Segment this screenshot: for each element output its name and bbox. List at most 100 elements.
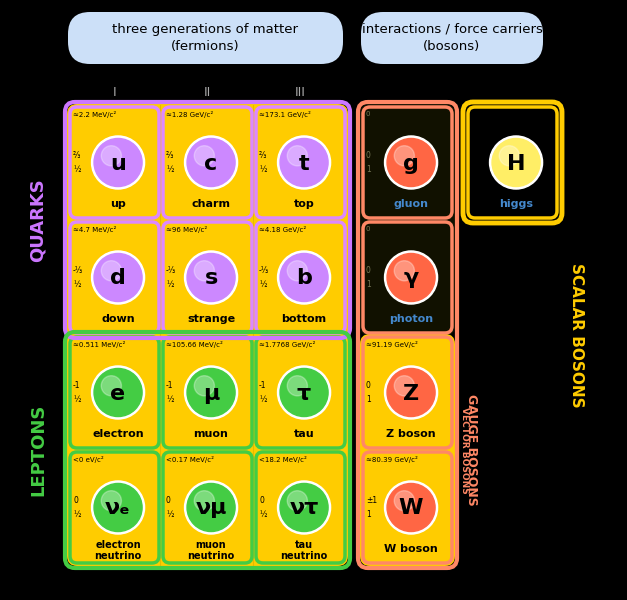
- Circle shape: [187, 368, 235, 416]
- FancyBboxPatch shape: [363, 337, 452, 448]
- Text: higgs: higgs: [499, 199, 533, 209]
- Circle shape: [387, 139, 435, 187]
- Text: ≈105.66 MeV/c²: ≈105.66 MeV/c²: [166, 341, 223, 348]
- Circle shape: [394, 376, 414, 396]
- Text: ≈91.19 GeV/c²: ≈91.19 GeV/c²: [366, 341, 418, 348]
- Text: ½: ½: [73, 280, 80, 289]
- Text: τ: τ: [297, 383, 311, 403]
- FancyBboxPatch shape: [68, 12, 343, 64]
- Text: -1: -1: [166, 382, 174, 391]
- FancyBboxPatch shape: [256, 107, 345, 218]
- FancyBboxPatch shape: [363, 222, 452, 333]
- Circle shape: [280, 484, 328, 532]
- Text: ½: ½: [166, 395, 174, 404]
- Circle shape: [194, 376, 214, 396]
- Text: e: e: [110, 383, 125, 403]
- Circle shape: [387, 368, 435, 416]
- Text: 0: 0: [73, 496, 78, 505]
- FancyBboxPatch shape: [67, 104, 348, 566]
- FancyBboxPatch shape: [70, 107, 159, 218]
- Text: 0: 0: [471, 151, 476, 160]
- Text: muon: muon: [194, 428, 228, 439]
- Text: d: d: [110, 269, 126, 289]
- Text: neutrino: neutrino: [187, 551, 234, 562]
- FancyBboxPatch shape: [163, 337, 252, 448]
- Text: strange: strange: [187, 314, 235, 323]
- FancyBboxPatch shape: [256, 222, 345, 333]
- Text: <0 eV/c²: <0 eV/c²: [73, 456, 103, 463]
- Text: ντ: ντ: [290, 499, 319, 518]
- Circle shape: [92, 481, 145, 534]
- Circle shape: [187, 139, 235, 187]
- Text: γ: γ: [404, 269, 419, 289]
- Circle shape: [101, 376, 122, 396]
- Text: -⅓: -⅓: [166, 266, 176, 275]
- Text: QUARKS: QUARKS: [29, 178, 47, 262]
- Text: ±1: ±1: [366, 496, 377, 505]
- Text: top: top: [293, 199, 314, 209]
- Text: muon: muon: [196, 540, 226, 550]
- Text: ½: ½: [73, 395, 80, 404]
- Circle shape: [278, 366, 330, 419]
- Text: s: s: [204, 269, 218, 289]
- Text: u: u: [110, 154, 126, 173]
- Text: down: down: [101, 314, 135, 323]
- Circle shape: [101, 260, 122, 281]
- Circle shape: [92, 366, 145, 419]
- Text: t: t: [298, 154, 309, 173]
- FancyBboxPatch shape: [256, 337, 345, 448]
- Text: I: I: [113, 86, 117, 100]
- Text: VECTOR BOSONS: VECTOR BOSONS: [460, 407, 468, 493]
- Circle shape: [387, 484, 435, 532]
- Text: neutrino: neutrino: [95, 551, 142, 562]
- Text: tau: tau: [295, 540, 313, 550]
- Text: ≈96 MeV/c²: ≈96 MeV/c²: [166, 226, 208, 233]
- Text: W: W: [399, 499, 423, 518]
- Text: photon: photon: [389, 314, 433, 323]
- Circle shape: [278, 136, 330, 189]
- Text: ≈4.18 GeV/c²: ≈4.18 GeV/c²: [259, 226, 306, 233]
- Circle shape: [287, 491, 307, 511]
- FancyBboxPatch shape: [363, 107, 452, 218]
- FancyBboxPatch shape: [70, 452, 159, 563]
- Circle shape: [387, 253, 435, 302]
- Circle shape: [184, 136, 238, 189]
- Text: <18.2 MeV/c²: <18.2 MeV/c²: [259, 456, 307, 463]
- Text: SCALAR BOSONS: SCALAR BOSONS: [569, 263, 584, 407]
- Text: ½: ½: [166, 509, 174, 518]
- Text: ≈124.97 GeV/c²: ≈124.97 GeV/c²: [471, 111, 527, 118]
- Circle shape: [278, 481, 330, 534]
- Text: ≈4.7 MeV/c²: ≈4.7 MeV/c²: [73, 226, 117, 233]
- FancyBboxPatch shape: [360, 104, 455, 336]
- Circle shape: [194, 260, 214, 281]
- Text: ½: ½: [259, 509, 266, 518]
- FancyBboxPatch shape: [363, 452, 452, 563]
- Text: H: H: [507, 154, 525, 173]
- Circle shape: [278, 251, 330, 304]
- Circle shape: [184, 251, 238, 304]
- Text: -1: -1: [259, 382, 266, 391]
- Text: 0: 0: [366, 151, 371, 160]
- FancyBboxPatch shape: [361, 12, 543, 64]
- Text: LEPTONS: LEPTONS: [29, 404, 47, 496]
- Circle shape: [184, 481, 238, 534]
- Circle shape: [280, 253, 328, 302]
- Text: II: II: [204, 86, 211, 100]
- Text: ≈2.2 MeV/c²: ≈2.2 MeV/c²: [73, 111, 116, 118]
- Circle shape: [184, 366, 238, 419]
- Text: ½: ½: [259, 395, 266, 404]
- Text: ≈1.7768 GeV/c²: ≈1.7768 GeV/c²: [259, 341, 315, 348]
- Text: ≈173.1 GeV/c²: ≈173.1 GeV/c²: [259, 111, 311, 118]
- Text: 0: 0: [366, 382, 371, 391]
- Text: electron: electron: [92, 428, 144, 439]
- Text: ⅔: ⅔: [166, 151, 174, 160]
- Text: W boson: W boson: [384, 544, 438, 554]
- Circle shape: [384, 481, 438, 534]
- Text: III: III: [295, 86, 306, 100]
- FancyBboxPatch shape: [163, 222, 252, 333]
- Text: ⅔: ⅔: [259, 151, 266, 160]
- Text: 1: 1: [366, 395, 371, 404]
- Text: interactions / force carriers
(bosons): interactions / force carriers (bosons): [362, 23, 542, 53]
- Text: b: b: [296, 269, 312, 289]
- Text: electron: electron: [95, 540, 141, 550]
